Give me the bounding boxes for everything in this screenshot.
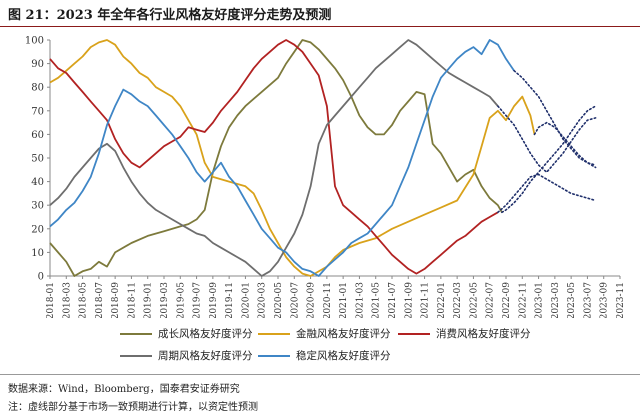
- legend-label-consumer: 消费风格友好度评分: [436, 328, 531, 340]
- x-tick-label: 2019-01: [144, 282, 154, 318]
- x-tick-label: 2022-05: [469, 282, 479, 318]
- y-tick-label: 30: [31, 201, 44, 212]
- forecast-line-0: [501, 105, 597, 214]
- legend-label-cyclical: 周期风格友好度评分: [158, 350, 253, 362]
- legend-swatch-cyclical: [120, 355, 152, 357]
- series-line-4: [49, 39, 515, 277]
- x-tick-label: 2022-01: [437, 282, 447, 318]
- series-line-1: [49, 39, 536, 277]
- forecast-line-3: [497, 105, 597, 174]
- x-tick-label: 2018-03: [62, 282, 72, 318]
- y-tick-label: 40: [31, 177, 44, 188]
- x-tick-label: 2018-09: [111, 282, 121, 318]
- x-tick-label: 2018-11: [127, 282, 137, 318]
- y-tick-label: 50: [31, 154, 44, 165]
- source-note: 数据来源：Wind，Bloomberg，国泰君安证券研究: [8, 384, 240, 395]
- x-tick-label: 2021-03: [355, 282, 365, 318]
- title-bar: 图 21：2023 年全年各行业风格友好度评分走势及预测: [0, 0, 640, 27]
- x-tick-label: 2021-07: [388, 282, 398, 318]
- forecast-line-4: [513, 69, 597, 169]
- legend-item-consumer: 消费风格友好度评分: [398, 326, 531, 341]
- y-tick-label: 20: [31, 224, 44, 235]
- legend-swatch-finance: [258, 333, 290, 335]
- x-tick-label: 2018-07: [95, 282, 105, 318]
- chart-title: 图 21：2023 年全年各行业风格友好度评分走势及预测: [8, 8, 332, 23]
- x-tick-label: 2023-11: [616, 282, 626, 318]
- x-tick-label: 2021-01: [339, 282, 349, 318]
- x-tick-label: 2019-09: [209, 282, 219, 318]
- chart-area: 0 10 20 30 40 50 60 70 80 90 100 2018-01 2018-03 2018…: [25, 36, 626, 319]
- legend-item-growth: 成长风格友好度评分: [120, 326, 253, 341]
- legend-item-finance: 金融风格友好度评分: [258, 326, 391, 341]
- x-tick-label: 2021-09: [404, 282, 414, 318]
- footer-rule: [0, 374, 640, 375]
- x-tick-label: 2023-01: [535, 282, 545, 318]
- x-tick-label: 2019-03: [160, 282, 170, 318]
- x-tick-label: 2023-03: [551, 282, 561, 318]
- x-tick-label: 2019-07: [193, 282, 203, 318]
- legend-swatch-stable: [258, 355, 290, 357]
- x-tick-label: 2023-09: [600, 282, 610, 318]
- x-tick-label: 2021-05: [372, 282, 382, 318]
- y-tick-label: 100: [25, 36, 44, 47]
- y-tick-label: 70: [31, 106, 44, 117]
- legend-swatch-growth: [120, 333, 152, 335]
- series-line-3: [49, 39, 499, 277]
- legend-swatch-consumer: [398, 333, 430, 335]
- x-tick-label: 2020-09: [307, 282, 317, 318]
- x-tick-label: 2023-07: [583, 282, 593, 318]
- y-tick-label: 90: [31, 59, 44, 70]
- forecast-line-1: [533, 121, 597, 166]
- x-tick-label: 2022-09: [502, 282, 512, 318]
- y-tick-label: 10: [31, 248, 44, 259]
- x-tick-label: 2020-05: [274, 282, 284, 318]
- y-tick-label: 0: [38, 272, 44, 283]
- x-tick-label: 2022-11: [518, 282, 528, 318]
- x-tick-label: 2018-05: [79, 282, 89, 318]
- x-tick-label: 2020-11: [323, 282, 333, 318]
- x-tick-label: 2021-11: [421, 282, 431, 318]
- legend-item-stable: 稳定风格友好度评分: [258, 348, 391, 363]
- x-tick-label: 2020-07: [290, 282, 300, 318]
- legend: 成长风格友好度评分 金融风格友好度评分 消费风格友好度评分 周期风格友好度评分 …: [0, 318, 640, 366]
- legend-label-stable: 稳定风格友好度评分: [296, 350, 391, 362]
- x-tick-label: 2018-01: [46, 282, 56, 318]
- forecast-line-2: [497, 173, 597, 214]
- legend-item-cyclical: 周期风格友好度评分: [120, 348, 253, 363]
- series-line-2: [49, 39, 499, 275]
- x-tick-label: 2023-05: [567, 282, 577, 318]
- x-tick-label: 2019-05: [176, 282, 186, 318]
- series-line-0: [49, 39, 503, 277]
- legend-label-finance: 金融风格友好度评分: [296, 328, 391, 340]
- x-tick-label: 2020-03: [258, 282, 268, 318]
- y-tick-label: 60: [31, 130, 44, 141]
- y-tick-label: 80: [31, 83, 44, 94]
- x-tick-label: 2020-01: [241, 282, 251, 318]
- x-tick-label: 2022-03: [453, 282, 463, 318]
- legend-label-growth: 成长风格友好度评分: [158, 328, 253, 340]
- x-tick-label: 2022-07: [486, 282, 496, 318]
- footnote: 注：虚线部分基于市场一致预期进行计算，以资定性预测: [8, 402, 258, 413]
- x-tick-label: 2019-11: [225, 282, 235, 318]
